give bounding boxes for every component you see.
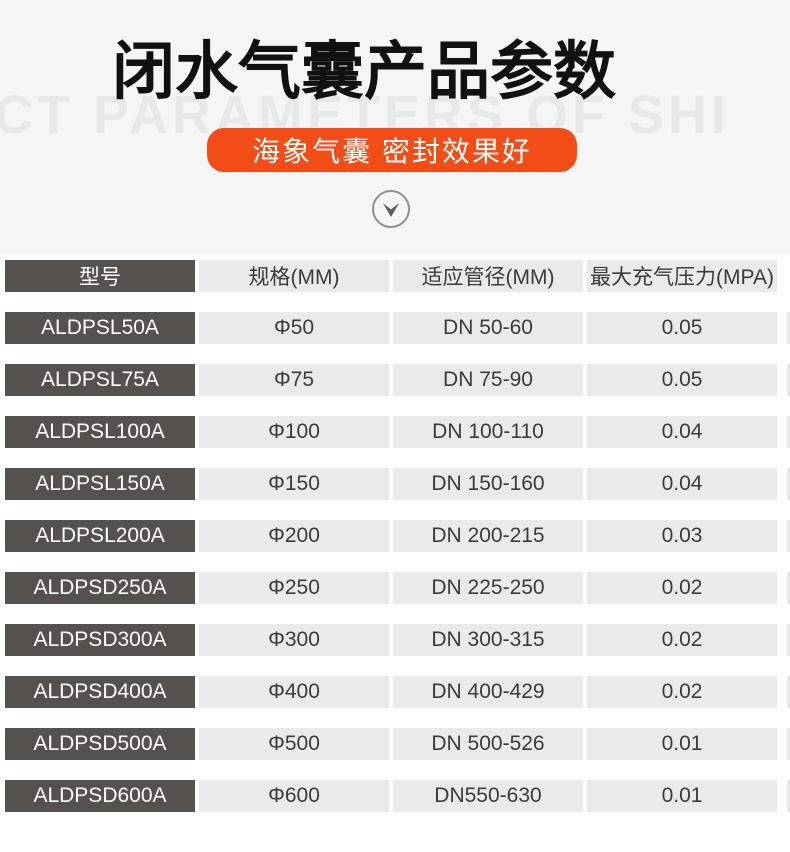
- table-row: ALDPSL100A Φ100 DN 100-110 0.04: [0, 416, 790, 448]
- pipe-diameter-cell: DN 100-110: [393, 416, 583, 448]
- cutoff-next-column-sliver: [787, 780, 790, 812]
- table-row: ALDPSL150A Φ150 DN 150-160 0.04: [0, 468, 790, 500]
- model-cell: ALDPSL150A: [5, 468, 195, 500]
- max-pressure-cell: 0.03: [587, 520, 777, 552]
- model-cell: ALDPSL200A: [5, 520, 195, 552]
- header-max-pressure: 最大充气压力(MPA): [587, 260, 777, 292]
- model-cell: ALDPSD500A: [5, 728, 195, 760]
- pipe-diameter-cell: DN 50-60: [393, 312, 583, 344]
- spec-table-section: 型号 规格(MM) 适应管径(MM) 最大充气压力(MPA) ALDPSL50A…: [0, 255, 790, 852]
- model-cell: ALDPSL50A: [5, 312, 195, 344]
- model-cell: ALDPSL75A: [5, 364, 195, 396]
- spec-cell: Φ600: [199, 780, 389, 812]
- table-row: ALDPSD600A Φ600 DN550-630 0.01: [0, 780, 790, 812]
- max-pressure-cell: 0.04: [587, 468, 777, 500]
- cutoff-next-column-sliver: [787, 676, 790, 708]
- model-cell: ALDPSD250A: [5, 572, 195, 604]
- max-pressure-cell: 0.04: [587, 416, 777, 448]
- spec-table: 型号 规格(MM) 适应管径(MM) 最大充气压力(MPA) ALDPSL50A…: [0, 260, 790, 832]
- spec-cell: Φ300: [199, 624, 389, 656]
- max-pressure-cell: 0.05: [587, 364, 777, 396]
- max-pressure-cell: 0.02: [587, 572, 777, 604]
- max-pressure-cell: 0.05: [587, 312, 777, 344]
- max-pressure-cell: 0.01: [587, 780, 777, 812]
- header-spec: 规格(MM): [199, 260, 389, 292]
- table-row: ALDPSL50A Φ50 DN 50-60 0.05: [0, 312, 790, 344]
- table-header-row: 型号 规格(MM) 适应管径(MM) 最大充气压力(MPA): [0, 260, 790, 292]
- spec-cell: Φ100: [199, 416, 389, 448]
- spec-cell: Φ500: [199, 728, 389, 760]
- spec-cell: Φ150: [199, 468, 389, 500]
- model-cell: ALDPSD600A: [5, 780, 195, 812]
- slogan-badge: 海象气囊 密封效果好: [207, 128, 577, 172]
- model-cell: ALDPSD300A: [5, 624, 195, 656]
- cutoff-next-column-sliver: [787, 728, 790, 760]
- table-row: ALDPSL75A Φ75 DN 75-90 0.05: [0, 364, 790, 396]
- table-rows: ALDPSL50A Φ50 DN 50-60 0.05 ALDPSL75A Φ75 DN 7…: [0, 312, 790, 812]
- cutoff-next-column-sliver: [787, 520, 790, 552]
- cutoff-next-column-sliver: [787, 312, 790, 344]
- max-pressure-cell: 0.01: [587, 728, 777, 760]
- cutoff-next-column-sliver: [787, 624, 790, 656]
- pipe-diameter-cell: DN 400-429: [393, 676, 583, 708]
- spec-cell: Φ50: [199, 312, 389, 344]
- hero-section: CT PARAMETERS OF SHI 闭水气囊产品参数 海象气囊 密封效果好: [0, 0, 790, 255]
- cutoff-next-column-sliver: [787, 468, 790, 500]
- cutoff-next-column-sliver: [787, 572, 790, 604]
- max-pressure-cell: 0.02: [587, 624, 777, 656]
- pipe-diameter-cell: DN 225-250: [393, 572, 583, 604]
- cutoff-next-column-sliver: [787, 364, 790, 396]
- header-model: 型号: [5, 260, 195, 292]
- pipe-diameter-cell: DN 300-315: [393, 624, 583, 656]
- pipe-diameter-cell: DN 75-90: [393, 364, 583, 396]
- pipe-diameter-cell: DN550-630: [393, 780, 583, 812]
- spec-cell: Φ400: [199, 676, 389, 708]
- model-cell: ALDPSL100A: [5, 416, 195, 448]
- model-cell: ALDPSD400A: [5, 676, 195, 708]
- table-row: ALDPSD400A Φ400 DN 400-429 0.02: [0, 676, 790, 708]
- pipe-diameter-cell: DN 150-160: [393, 468, 583, 500]
- slogan-badge-label: 海象气囊 密封效果好: [252, 136, 532, 167]
- cutoff-next-column-sliver: [787, 416, 790, 448]
- spec-cell: Φ250: [199, 572, 389, 604]
- spec-cell: Φ75: [199, 364, 389, 396]
- max-pressure-cell: 0.02: [587, 676, 777, 708]
- spec-cell: Φ200: [199, 520, 389, 552]
- table-row: ALDPSD300A Φ300 DN 300-315 0.02: [0, 624, 790, 656]
- table-row: ALDPSD250A Φ250 DN 225-250 0.02: [0, 572, 790, 604]
- pipe-diameter-cell: DN 200-215: [393, 520, 583, 552]
- page-title: 闭水气囊产品参数: [112, 37, 616, 107]
- table-row: ALDPSL200A Φ200 DN 200-215 0.03: [0, 520, 790, 552]
- table-row: ALDPSD500A Φ500 DN 500-526 0.01: [0, 728, 790, 760]
- chevron-down-icon: [372, 190, 410, 228]
- header-pipe-diameter: 适应管径(MM): [393, 260, 583, 292]
- pipe-diameter-cell: DN 500-526: [393, 728, 583, 760]
